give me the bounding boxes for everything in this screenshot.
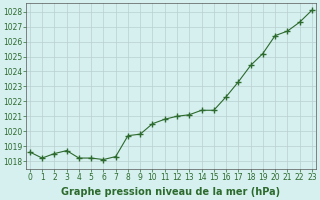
X-axis label: Graphe pression niveau de la mer (hPa): Graphe pression niveau de la mer (hPa) xyxy=(61,187,280,197)
